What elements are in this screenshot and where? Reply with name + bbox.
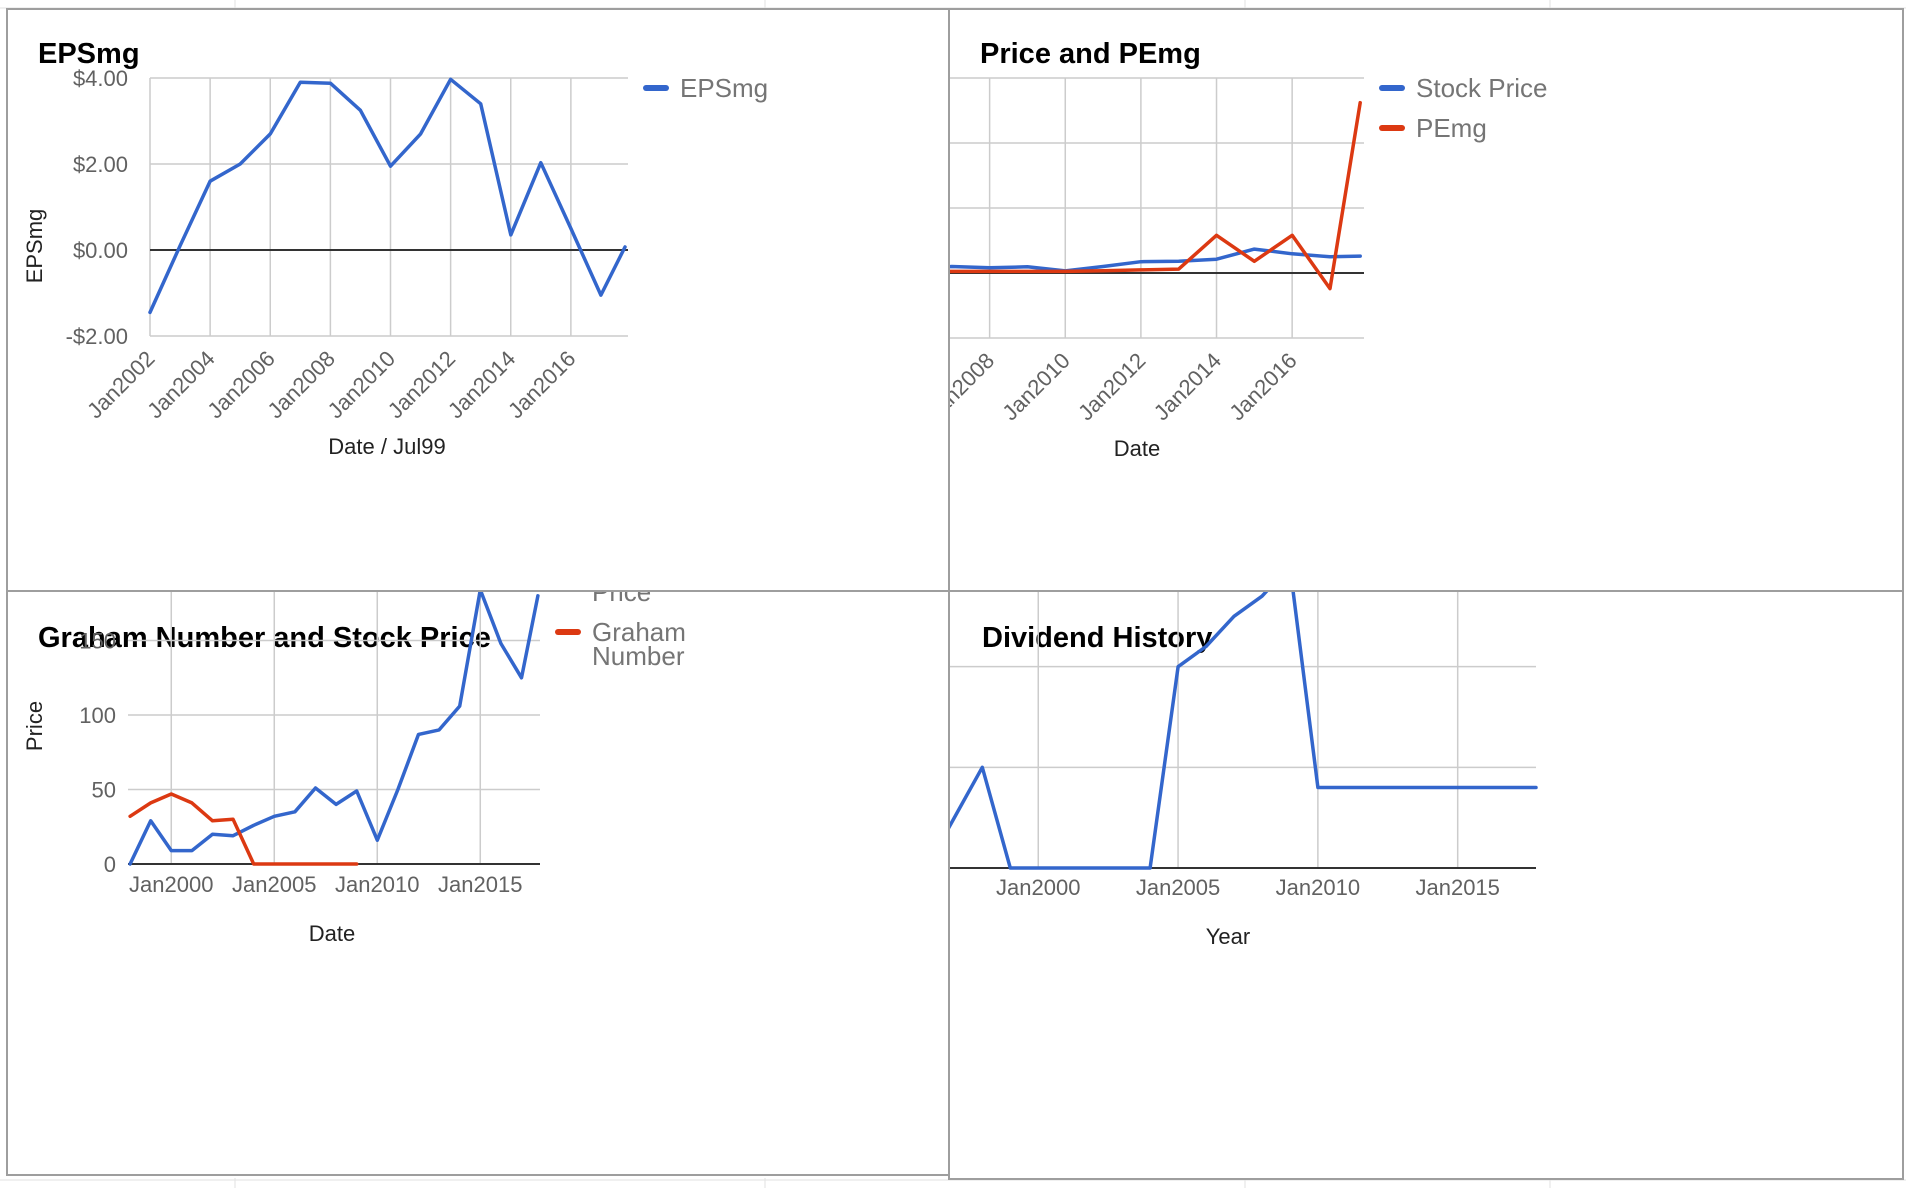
x-tick-label: Jan2000 bbox=[129, 872, 213, 897]
y-tick-label: $2.00 bbox=[73, 152, 128, 177]
x-axis-title: Date bbox=[1114, 436, 1160, 461]
series-line-stock-price bbox=[950, 247, 1362, 273]
x-axis-title: Date bbox=[309, 921, 355, 946]
chart-svg-dividend-history: Dividend History $0.30$0.20$0.10$0.00Jan… bbox=[950, 592, 1538, 949]
x-tick-label: Jan2016 bbox=[1224, 348, 1301, 425]
chart-title: EPSmg bbox=[38, 38, 140, 70]
y-tick-label: $4.00 bbox=[73, 66, 128, 91]
series-line-epsmg bbox=[148, 77, 627, 315]
chart-panel-dividend-history[interactable]: Dividend History $0.30$0.20$0.10$0.00Jan… bbox=[948, 590, 1904, 1180]
chart-panel-price-pemg[interactable]: Price and PEmg 150010005000-500Jan2006Ja… bbox=[948, 8, 1904, 592]
x-axis-title: Year bbox=[1206, 924, 1250, 949]
x-tick-label: Jan2015 bbox=[438, 872, 522, 897]
x-tick-label: Jan2010 bbox=[1276, 875, 1360, 900]
legend-label-line: Number bbox=[592, 641, 685, 671]
legend-label: Stock Price bbox=[1416, 73, 1548, 103]
chart-svg-graham-number: Graham Number and Stock Price 2001501005… bbox=[22, 592, 686, 946]
x-tick-label: Jan2015 bbox=[1415, 875, 1499, 900]
y-tick-label: $0.00 bbox=[73, 238, 128, 263]
y-axis-title: EPSmg bbox=[22, 209, 47, 284]
y-tick-label: -$2.00 bbox=[66, 324, 128, 349]
x-tick-label: Jan2000 bbox=[996, 875, 1080, 900]
chart-title: Graham Number and Stock Price bbox=[38, 622, 491, 654]
x-tick-label: Jan2005 bbox=[1136, 875, 1220, 900]
series-line-stock-price bbox=[128, 592, 540, 866]
x-tick-label: Jan2008 bbox=[950, 348, 999, 425]
chart-svg-price-pemg: Price and PEmg 150010005000-500Jan2006Ja… bbox=[950, 38, 1548, 461]
y-tick-label: 100 bbox=[79, 703, 116, 728]
series-line-graham-number bbox=[128, 792, 359, 866]
legend-label-line: Graham bbox=[592, 617, 686, 647]
chart-title: Price and PEmg bbox=[980, 38, 1201, 70]
chart-panel-graham-number[interactable]: Graham Number and Stock Price 2001501005… bbox=[6, 590, 950, 1176]
chart-svg-epsmg: EPSmg $4.00$2.00$0.00-$2.00Jan2002Jan200… bbox=[22, 38, 768, 459]
legend-label: PEmg bbox=[1416, 113, 1487, 143]
series-line-0 bbox=[950, 592, 1538, 870]
x-axis-title: Date / Jul99 bbox=[328, 434, 445, 459]
y-tick-label: 150 bbox=[79, 629, 116, 654]
legend-label-line: Price bbox=[592, 592, 651, 607]
legend-label: Graham Number bbox=[592, 617, 686, 671]
y-tick-label: 0 bbox=[104, 852, 116, 877]
x-tick-label: Jan2012 bbox=[1073, 348, 1150, 425]
x-tick-label: Jan2005 bbox=[232, 872, 316, 897]
chart-title: Dividend History bbox=[982, 622, 1212, 654]
y-axis-title: Price bbox=[22, 701, 47, 751]
series-line-pemg bbox=[950, 100, 1362, 291]
legend-label: EPSmg bbox=[680, 73, 768, 103]
y-tick-label: 50 bbox=[92, 778, 116, 803]
chart-panel-epsmg[interactable]: EPSmg $4.00 $2.00 $0.00 -$2.00 Jan2002 Jan200… bbox=[6, 8, 950, 592]
x-tick-label: Jan2014 bbox=[1149, 348, 1226, 425]
x-tick-label: Jan2010 bbox=[997, 348, 1074, 425]
x-tick-label: Jan2016 bbox=[503, 346, 580, 423]
x-tick-label: Jan2010 bbox=[335, 872, 419, 897]
